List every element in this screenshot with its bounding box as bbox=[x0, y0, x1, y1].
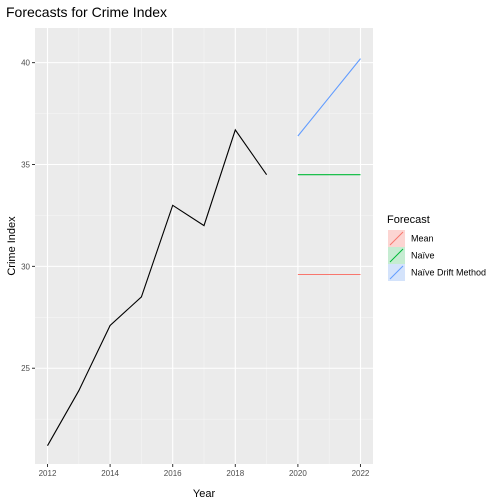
legend-key-line bbox=[389, 265, 404, 280]
major-gridlines bbox=[35, 28, 373, 464]
legend-item: Naïve Drift Method bbox=[388, 264, 486, 281]
y-axis-label: Crime Index bbox=[6, 216, 18, 276]
legend-item: Mean bbox=[388, 230, 434, 247]
x-tick-label: 2016 bbox=[164, 469, 182, 478]
series-lines bbox=[47, 58, 361, 446]
y-tick-label: 30 bbox=[21, 262, 30, 271]
legend-key-line bbox=[389, 248, 404, 263]
y-tick-label: 25 bbox=[21, 364, 30, 373]
x-tick-label: 2020 bbox=[289, 469, 307, 478]
legend-label: Mean bbox=[411, 234, 434, 244]
legend-item: Naïve bbox=[388, 247, 435, 264]
legend-label: Naïve bbox=[411, 251, 435, 261]
legend-key-line bbox=[389, 231, 404, 246]
x-axis: 2012 2014 2016 2018 2020 2022 bbox=[39, 464, 370, 478]
x-axis-label: Year bbox=[193, 488, 216, 500]
x-tick-label: 2014 bbox=[101, 469, 119, 478]
chart-title: Forecasts for Crime Index bbox=[6, 4, 167, 20]
x-tick-label: 2022 bbox=[352, 469, 370, 478]
y-axis: 25 30 35 40 bbox=[21, 59, 35, 373]
x-tick-label: 2012 bbox=[39, 469, 57, 478]
minor-gridlines bbox=[35, 28, 373, 464]
legend-title: Forecast bbox=[387, 214, 430, 226]
y-tick-label: 40 bbox=[21, 59, 30, 68]
x-tick-label: 2018 bbox=[226, 469, 244, 478]
history-line bbox=[47, 128, 268, 446]
y-tick-label: 35 bbox=[21, 161, 30, 170]
legend-label: Naïve Drift Method bbox=[411, 268, 486, 278]
legend: Forecast Mean Naïve Naïve Drift Method bbox=[387, 214, 486, 281]
forecast-line-2 bbox=[297, 58, 361, 137]
